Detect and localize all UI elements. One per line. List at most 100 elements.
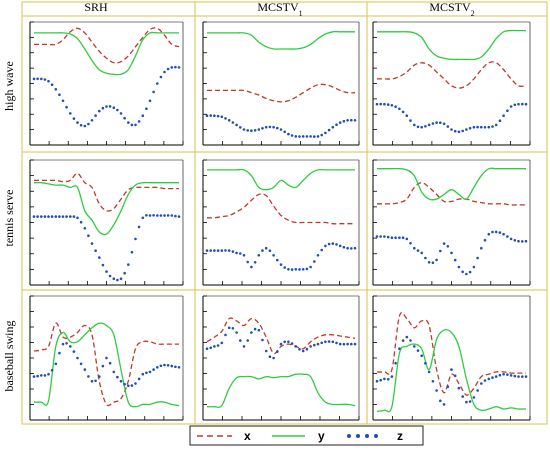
z-point [401,110,405,114]
row-title-baseball-swing: baseball swing [2,321,16,392]
z-point [101,364,105,368]
z-point [90,379,94,383]
z-point [108,361,112,365]
z-point [324,244,327,248]
z-point [101,106,105,110]
z-point [166,67,170,71]
z-point [431,122,435,125]
z-point [283,266,287,269]
z-point [224,249,227,252]
z-point [90,242,94,245]
z-point [43,78,47,81]
panel-grid-lines [21,1,548,425]
z-point [413,246,416,250]
z-point [506,109,509,112]
z-point [220,341,224,345]
z-point [409,339,412,342]
z-point [257,128,261,131]
z-point [105,105,108,108]
z-point [335,341,338,345]
z-point [242,345,246,348]
z-point [483,379,487,382]
z-point [521,375,524,378]
z-point [390,236,394,239]
z-point [163,363,166,367]
z-point [40,215,43,218]
z-point [40,77,43,81]
z-point [65,105,68,109]
z-point [521,102,524,106]
row-title-high-wave: high wave [2,61,16,111]
z-point [220,249,224,252]
z-point [76,121,79,124]
z-point [213,345,216,348]
z-point [65,342,68,345]
z-point [324,340,327,344]
z-point [457,386,461,390]
y-line [207,30,355,50]
z-point [290,342,294,345]
z-point [156,82,159,85]
z-point [446,125,450,128]
column-title-mcstv2: MCSTV2 [429,0,474,18]
z-point [424,125,427,128]
z-point [439,249,442,253]
z-point [316,342,320,346]
z-point [386,235,390,239]
z-point [148,370,152,374]
z-point [134,123,137,127]
z-point [224,333,227,337]
z-point [524,102,528,106]
z-point [457,265,461,269]
z-point [350,342,353,346]
z-point [276,126,279,130]
z-point [268,355,272,359]
z-point [276,258,279,262]
z-point [513,103,517,107]
z-point [386,103,390,106]
z-point [239,126,242,129]
z-point [141,372,145,376]
z-point [313,260,316,263]
z-point [424,361,427,365]
z-point [401,339,405,342]
z-point [502,372,505,376]
z-point [305,135,309,138]
z-point [394,361,397,365]
z-point [442,242,446,245]
z-point [453,258,457,262]
z-point [446,245,450,248]
z-point [427,261,431,264]
z-point [513,239,517,242]
y-line [34,31,179,76]
z-point [50,83,54,86]
z-point [498,119,502,122]
z-point [94,114,97,117]
z-point [50,215,54,218]
z-point [324,131,327,135]
z-point [420,251,424,255]
z-point [379,102,383,106]
z-point [105,270,108,273]
z-point [141,216,145,220]
z-point [224,117,227,120]
row-title-tennis-serve: tennis serve [2,190,16,247]
z-point [294,135,298,138]
z-point [242,128,246,131]
z-point [313,135,316,138]
z-point [431,261,435,265]
z-point [79,362,83,366]
z-point [453,129,457,133]
z-point [416,249,420,252]
z-point [83,124,87,128]
z-point [83,227,87,230]
legend-z-dot [374,434,378,438]
z-point [398,236,401,239]
z-point [298,348,301,351]
z-point [58,215,61,218]
z-point [338,244,342,248]
z-point [40,374,43,377]
y-line [207,168,355,191]
z-point [152,368,155,371]
z-point [502,114,505,117]
